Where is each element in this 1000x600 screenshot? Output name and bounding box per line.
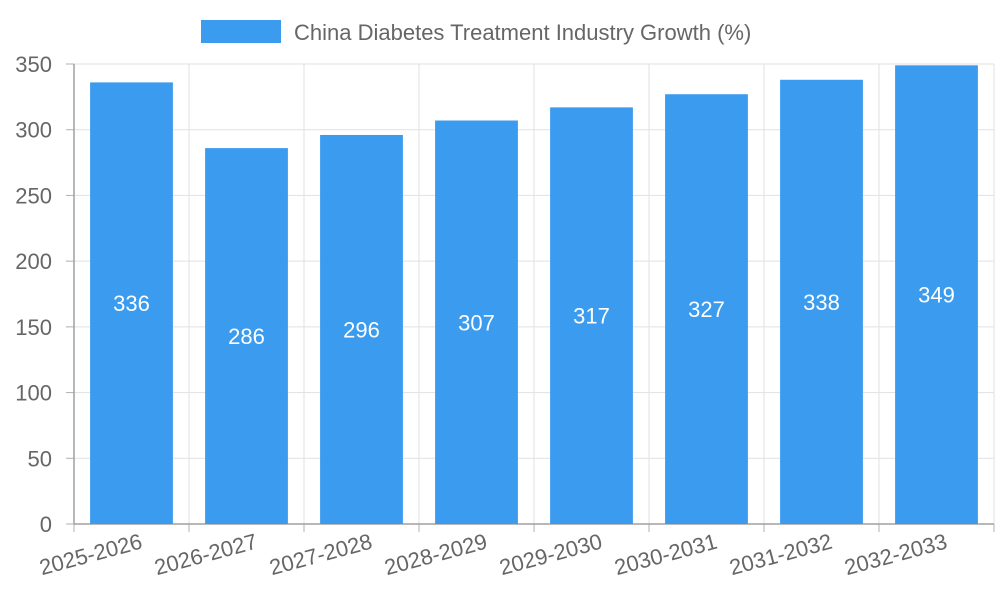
y-tick-label: 0	[40, 512, 52, 537]
bar-2031-2032	[780, 79, 863, 525]
x-tick-label: 2025-2026	[37, 529, 145, 580]
y-tick-label: 100	[15, 381, 52, 406]
bar-value-label: 336	[113, 291, 150, 316]
x-tick-label: 2027-2028	[267, 529, 375, 580]
legend: China Diabetes Treatment Industry Growth…	[201, 20, 751, 45]
y-tick-label: 300	[15, 118, 52, 143]
x-axis-tick-labels: 2025-2026 2026-2027 2027-2028 2028-2029 2029…	[37, 529, 950, 580]
bar-value-label: 286	[228, 324, 265, 349]
bar-value-label: 349	[918, 283, 955, 308]
bar-value-label: 317	[573, 304, 610, 329]
bar-2025-2026	[90, 82, 173, 525]
bar-value-label: 307	[458, 310, 495, 335]
bars	[90, 65, 978, 525]
x-tick-label: 2032-2033	[842, 529, 950, 580]
bar-2029-2030	[550, 107, 633, 524]
bar-2027-2028	[320, 134, 403, 524]
legend-label: China Diabetes Treatment Industry Growth…	[294, 20, 751, 45]
bar-2032-2033	[895, 65, 978, 525]
bar-2028-2029	[435, 120, 518, 524]
y-axis-tick-labels: 0 50 100 150 200 250 300 350	[15, 52, 52, 537]
y-tick-label: 200	[15, 249, 52, 274]
x-tick-label: 2029-2030	[497, 529, 605, 580]
legend-swatch	[201, 20, 281, 43]
x-tick-label: 2031-2032	[727, 529, 835, 580]
bar-value-label: 327	[688, 297, 725, 322]
x-tick-label: 2030-2031	[612, 529, 720, 580]
bar-value-labels: 336 286 296 307 317 327 338 349	[113, 283, 955, 349]
bar-value-label: 296	[343, 317, 380, 342]
y-tick-label: 50	[28, 446, 52, 471]
y-tick-label: 250	[15, 183, 52, 208]
bar-2030-2031	[665, 94, 748, 524]
bar-2026-2027	[205, 148, 288, 524]
y-tick-label: 350	[15, 52, 52, 77]
y-tick-label: 150	[15, 315, 52, 340]
x-tick-label: 2028-2029	[382, 529, 490, 580]
x-tick-label: 2026-2027	[152, 529, 260, 580]
bar-value-label: 338	[803, 290, 840, 315]
